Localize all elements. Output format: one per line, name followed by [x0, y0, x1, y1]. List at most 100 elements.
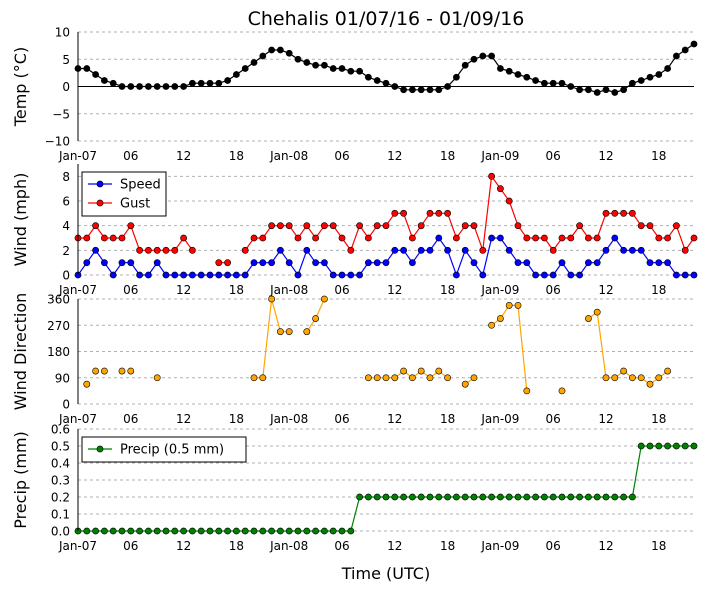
x-tick-label: 06 — [546, 539, 561, 553]
data-point — [426, 493, 434, 501]
data-point — [162, 527, 170, 535]
data-point — [127, 527, 135, 535]
data-point — [162, 83, 170, 90]
y-tick-label: −10 — [45, 135, 70, 149]
data-point — [276, 246, 284, 254]
data-point — [285, 527, 293, 535]
data-point — [549, 493, 557, 501]
y-tick-label: 6 — [62, 195, 70, 209]
x-tick-label: Jan-07 — [58, 283, 97, 297]
data-point — [681, 46, 689, 54]
data-point — [655, 442, 663, 450]
data-point — [276, 328, 284, 336]
data-point — [303, 59, 311, 66]
data-point — [576, 493, 583, 501]
data-point — [690, 271, 698, 279]
data-point — [470, 259, 478, 267]
x-tick-label: Jan-09 — [480, 149, 519, 163]
data-point — [356, 222, 363, 230]
data-point — [92, 222, 99, 230]
data-point — [444, 209, 451, 217]
x-tick-label: 12 — [387, 412, 402, 426]
x-tick-label: 12 — [387, 283, 402, 297]
data-point — [505, 302, 513, 309]
data-point — [479, 271, 487, 279]
data-point — [312, 234, 319, 242]
data-point — [294, 271, 302, 279]
data-point — [364, 234, 372, 242]
data-point — [452, 271, 460, 279]
data-point — [417, 493, 425, 501]
y-tick-label: 0.3 — [51, 474, 70, 488]
x-tick-label: 06 — [334, 149, 349, 163]
data-point — [347, 67, 355, 75]
data-point — [285, 222, 293, 230]
y-tick-label: 0.6 — [51, 423, 70, 437]
data-point — [364, 374, 372, 382]
x-tick-label: 12 — [176, 283, 191, 297]
data-point — [303, 222, 311, 230]
x-tick-label: Jan-07 — [58, 412, 97, 426]
data-point — [558, 79, 566, 87]
data-point — [461, 222, 469, 230]
y-axis-label: Temp (°C) — [11, 47, 30, 127]
y-axis-label: Wind Direction — [11, 293, 30, 411]
x-tick-label: Jan-09 — [480, 283, 519, 297]
data-point — [444, 83, 451, 90]
data-point — [197, 79, 205, 87]
y-tick-label: 0 — [62, 80, 70, 94]
data-point — [549, 79, 557, 87]
data-point — [523, 259, 531, 267]
data-point — [180, 234, 187, 242]
y-tick-label: 10 — [55, 26, 70, 40]
data-point — [347, 527, 355, 535]
data-point — [435, 86, 443, 94]
x-tick-label: Jan-08 — [269, 283, 308, 297]
data-point — [690, 442, 698, 450]
data-point — [364, 493, 372, 501]
x-tick-label: 12 — [387, 149, 402, 163]
data-point — [259, 259, 267, 267]
data-point — [215, 79, 223, 87]
data-point — [109, 234, 117, 242]
data-point — [629, 493, 636, 501]
data-point — [549, 246, 557, 254]
data-point — [224, 527, 231, 535]
chart-title: Chehalis 01/07/16 - 01/09/16 — [248, 8, 525, 30]
data-point — [188, 246, 196, 254]
data-point — [444, 246, 451, 254]
x-tick-label: 06 — [123, 149, 138, 163]
x-tick-label: 06 — [123, 283, 138, 297]
data-point — [118, 367, 126, 375]
y-tick-label: −5 — [52, 107, 70, 121]
data-point — [144, 527, 152, 535]
data-point — [690, 40, 698, 48]
data-point — [101, 234, 108, 242]
y-axis-label: Wind (mph) — [11, 173, 30, 267]
data-point — [435, 209, 443, 217]
data-point — [144, 246, 152, 254]
data-point — [391, 374, 399, 382]
data-point — [83, 259, 91, 267]
data-point — [92, 71, 99, 78]
data-point — [549, 271, 557, 279]
data-point — [558, 493, 566, 501]
data-point — [153, 246, 161, 254]
data-point — [646, 73, 654, 81]
data-point — [585, 315, 592, 322]
data-point — [426, 374, 434, 382]
data-point — [373, 493, 381, 501]
data-point — [452, 493, 460, 501]
data-point — [320, 61, 328, 69]
x-tick-label: 06 — [546, 283, 561, 297]
data-point — [593, 234, 601, 242]
data-point — [320, 259, 328, 267]
data-point — [400, 86, 407, 94]
data-point — [567, 234, 575, 242]
data-point — [153, 83, 161, 90]
x-tick-label: 12 — [176, 149, 191, 163]
legend-box — [81, 171, 167, 217]
legend-marker — [96, 199, 104, 207]
data-point — [373, 222, 381, 230]
data-point — [364, 73, 372, 81]
